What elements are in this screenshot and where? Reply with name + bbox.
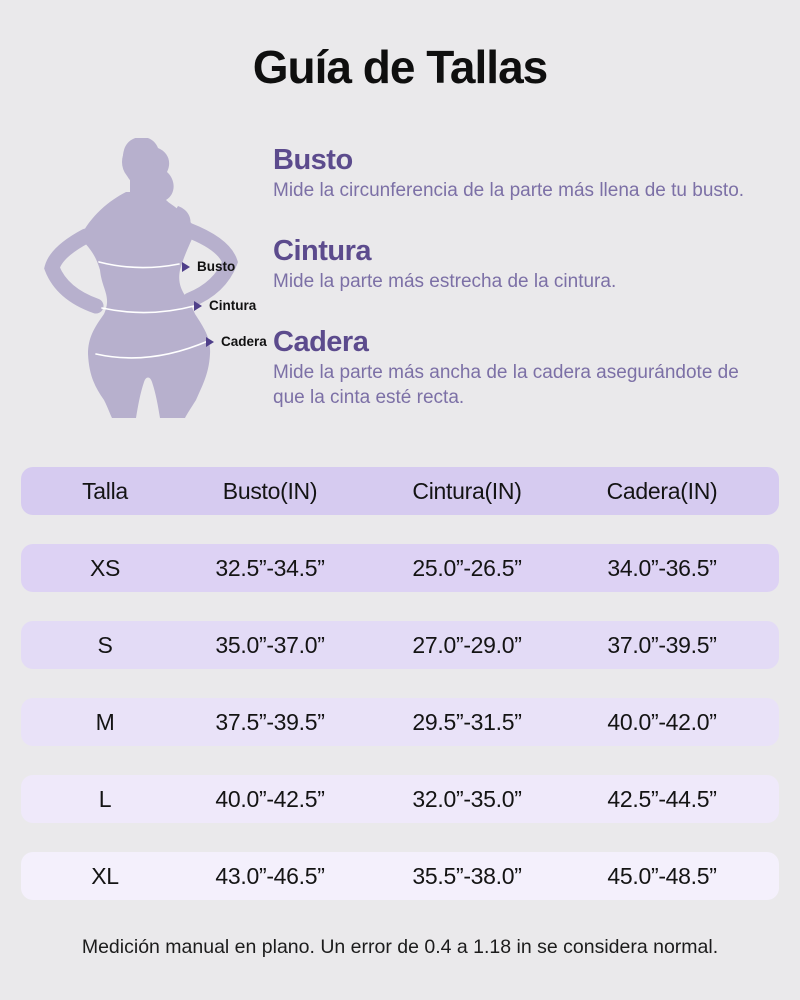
waist-cell: 32.0”-35.0”	[412, 785, 522, 812]
figure-label-busto: Busto	[182, 259, 235, 274]
section-description: Mide la parte más estrecha de la cintura…	[273, 271, 617, 292]
figure-label-text: Busto	[197, 259, 236, 274]
hip-cell: 40.0”-42.0”	[607, 708, 717, 735]
bust-cell: 35.0”-37.0”	[215, 631, 325, 658]
size-cell: S	[97, 631, 113, 658]
waist-line	[101, 305, 195, 314]
waist-cell: 27.0”-29.0”	[412, 631, 522, 658]
table-row-xl: XL 43.0”-46.5” 35.5”-38.0” 45.0”-48.5”	[21, 852, 779, 900]
column-header-cintura: Cintura(IN)	[412, 477, 522, 504]
hip-line	[95, 340, 209, 359]
bust-cell: 32.5”-34.5”	[215, 554, 325, 581]
section-cintura: Cintura Mide la parte más estrecha de la…	[273, 235, 798, 294]
waist-cell: 35.5”-38.0”	[412, 862, 522, 889]
waist-cell: 29.5”-31.5”	[412, 708, 522, 735]
table-row-xs: XS 32.5”-34.5” 25.0”-26.5” 34.0”-36.5”	[21, 544, 779, 592]
bust-line	[98, 261, 180, 269]
size-table: Talla Busto(IN) Cintura(IN) Cadera(IN) X…	[21, 467, 779, 929]
figure-label-cintura: Cintura	[194, 298, 256, 313]
page-title: Guía de Tallas	[252, 41, 548, 93]
table-row-l: L 40.0”-42.5” 32.0”-35.0” 42.5”-44.5”	[21, 775, 779, 823]
section-busto: Busto Mide la circunferencia de la parte…	[273, 144, 798, 203]
column-header-cadera: Cadera(IN)	[606, 477, 718, 504]
arrow-right-icon	[206, 336, 214, 347]
section-heading: Busto	[273, 144, 353, 176]
column-header-busto: Busto(IN)	[222, 477, 318, 504]
column-header-talla: Talla	[82, 477, 128, 504]
table-row-s: S 35.0”-37.0” 27.0”-29.0” 37.0”-39.5”	[21, 621, 779, 669]
size-cell: L	[98, 785, 112, 812]
section-cadera: Cadera Mide la parte más ancha de la cad…	[273, 326, 798, 410]
table-row-m: M 37.5”-39.5” 29.5”-31.5” 40.0”-42.0”	[21, 698, 779, 746]
tolerance-note: Medición manual en plano. Un error de 0.…	[81, 936, 719, 958]
size-table-header-row: Talla Busto(IN) Cintura(IN) Cadera(IN)	[21, 467, 779, 515]
size-cell: M	[95, 708, 115, 735]
measurement-instructions: Busto Mide la circunferencia de la parte…	[273, 144, 798, 442]
bust-cell: 40.0”-42.5”	[215, 785, 325, 812]
figure-label-text: Cadera	[221, 334, 267, 349]
female-silhouette-icon	[44, 136, 238, 418]
size-cell: XS	[89, 554, 121, 581]
measurement-figure	[38, 136, 238, 430]
figure-label-cadera: Cadera	[206, 334, 267, 349]
section-description: Mide la circunferencia de la parte más l…	[273, 180, 745, 201]
hip-cell: 37.0”-39.5”	[607, 631, 717, 658]
figure-label-text: Cintura	[209, 298, 257, 313]
bust-cell: 37.5”-39.5”	[215, 708, 325, 735]
size-cell: XL	[91, 862, 119, 889]
bust-cell: 43.0”-46.5”	[215, 862, 325, 889]
hip-cell: 34.0”-36.5”	[607, 554, 717, 581]
section-heading: Cintura	[273, 235, 372, 267]
hip-cell: 42.5”-44.5”	[607, 785, 717, 812]
waist-cell: 25.0”-26.5”	[412, 554, 522, 581]
arrow-right-icon	[194, 300, 202, 311]
section-description: Mide la parte más ancha de la cadera ase…	[273, 362, 739, 408]
hip-cell: 45.0”-48.5”	[607, 862, 717, 889]
arrow-right-icon	[182, 261, 190, 272]
section-heading: Cadera	[273, 326, 369, 358]
